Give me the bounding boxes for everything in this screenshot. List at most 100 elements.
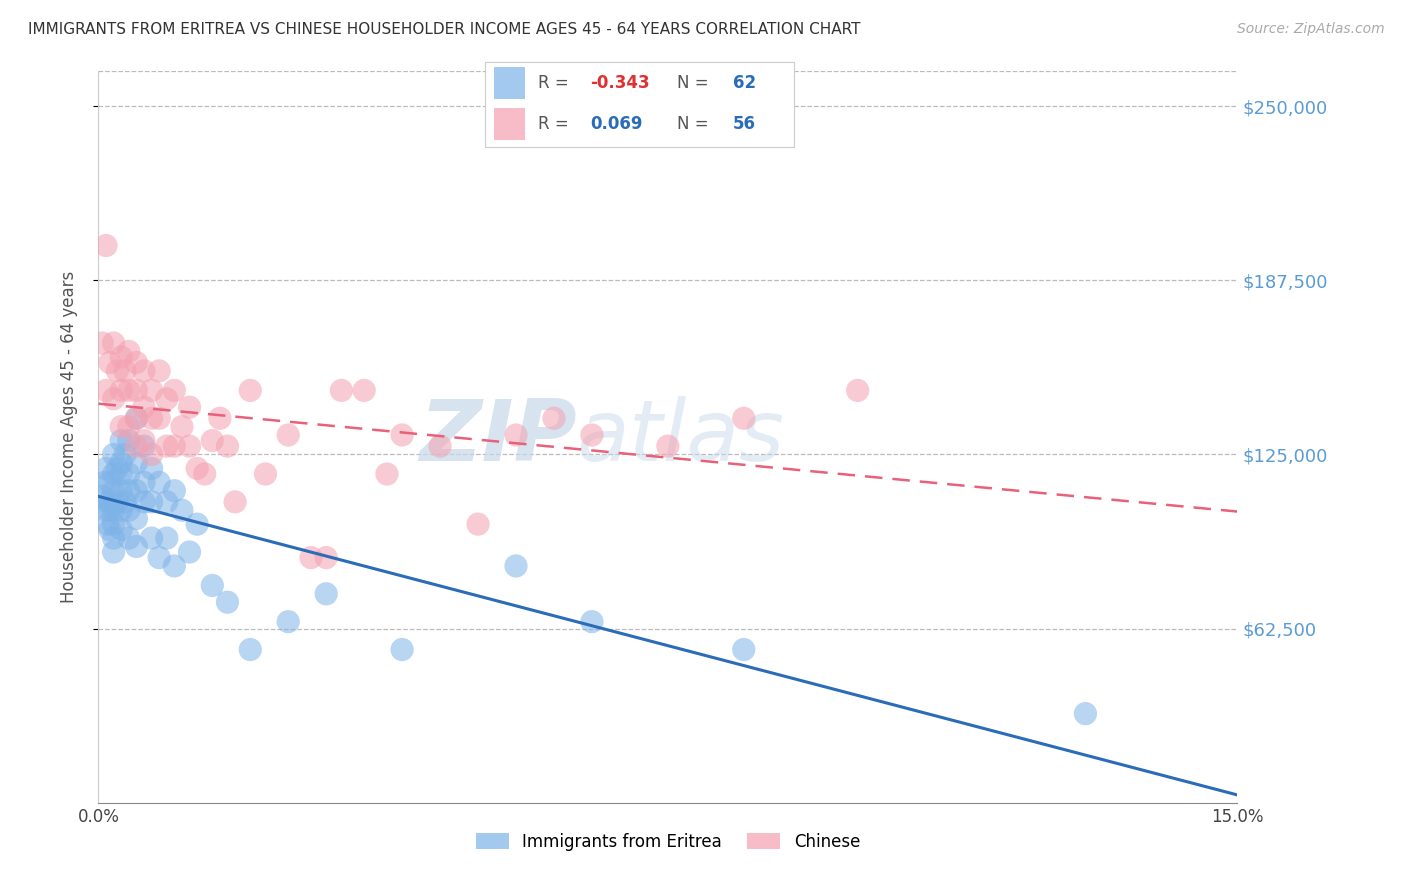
Point	[125, 411, 148, 425]
Point	[103, 467, 125, 481]
Point	[657, 439, 679, 453]
Point	[114, 364, 136, 378]
Text: R =: R =	[537, 115, 574, 133]
Point	[132, 439, 155, 453]
Point	[186, 461, 208, 475]
Point	[141, 495, 163, 509]
Text: 62: 62	[733, 74, 755, 92]
Point	[201, 434, 224, 448]
Point	[125, 439, 148, 453]
Point	[156, 495, 179, 509]
Point	[125, 540, 148, 554]
Point	[217, 595, 239, 609]
Point	[118, 344, 141, 359]
Point	[141, 531, 163, 545]
Point	[330, 384, 353, 398]
Point	[96, 495, 118, 509]
Point	[179, 400, 201, 414]
Point	[239, 642, 262, 657]
Point	[125, 384, 148, 398]
Point	[132, 495, 155, 509]
Point	[353, 384, 375, 398]
Point	[98, 495, 121, 509]
FancyBboxPatch shape	[495, 108, 526, 140]
Point	[505, 558, 527, 573]
Point	[118, 483, 141, 498]
Point	[114, 495, 136, 509]
Point	[132, 364, 155, 378]
Point	[96, 517, 118, 532]
Point	[163, 439, 186, 453]
Point	[733, 642, 755, 657]
Point	[156, 439, 179, 453]
Point	[170, 503, 193, 517]
Point	[118, 434, 141, 448]
Point	[132, 400, 155, 414]
Point	[141, 461, 163, 475]
Point	[110, 503, 132, 517]
Point	[194, 467, 217, 481]
Point	[93, 475, 115, 490]
Point	[163, 384, 186, 398]
Point	[125, 483, 148, 498]
Point	[118, 419, 141, 434]
Point	[107, 364, 129, 378]
Point	[148, 550, 170, 565]
Point	[277, 428, 299, 442]
Point	[110, 419, 132, 434]
Point	[110, 350, 132, 364]
Point	[179, 439, 201, 453]
Y-axis label: Householder Income Ages 45 - 64 years: Householder Income Ages 45 - 64 years	[59, 271, 77, 603]
Point	[110, 483, 132, 498]
Point	[103, 545, 125, 559]
Point	[125, 511, 148, 525]
Point	[141, 384, 163, 398]
Text: N =: N =	[676, 74, 714, 92]
Point	[110, 384, 132, 398]
Point	[98, 523, 121, 537]
Point	[429, 439, 451, 453]
Point	[179, 545, 201, 559]
Text: atlas: atlas	[576, 395, 785, 479]
Point	[94, 503, 117, 517]
Point	[299, 550, 322, 565]
Point	[114, 448, 136, 462]
Point	[103, 336, 125, 351]
Point	[156, 392, 179, 406]
Point	[277, 615, 299, 629]
Point	[103, 448, 125, 462]
Point	[315, 587, 337, 601]
Point	[107, 461, 129, 475]
Point	[125, 411, 148, 425]
Point	[163, 558, 186, 573]
Point	[163, 483, 186, 498]
Point	[125, 456, 148, 470]
Point	[239, 384, 262, 398]
Point	[391, 428, 413, 442]
Text: Source: ZipAtlas.com: Source: ZipAtlas.com	[1237, 22, 1385, 37]
Point	[148, 411, 170, 425]
Point	[186, 517, 208, 532]
Point	[118, 467, 141, 481]
Point	[148, 364, 170, 378]
Text: ZIP: ZIP	[419, 395, 576, 479]
Point	[110, 523, 132, 537]
Point	[118, 503, 141, 517]
Point	[94, 384, 117, 398]
Point	[254, 467, 277, 481]
Legend: Immigrants from Eritrea, Chinese: Immigrants from Eritrea, Chinese	[470, 826, 866, 858]
Point	[156, 531, 179, 545]
Point	[1074, 706, 1097, 721]
Point	[91, 336, 114, 351]
Text: 56: 56	[733, 115, 755, 133]
Text: IMMIGRANTS FROM ERITREA VS CHINESE HOUSEHOLDER INCOME AGES 45 - 64 YEARS CORRELA: IMMIGRANTS FROM ERITREA VS CHINESE HOUSE…	[28, 22, 860, 37]
Point	[94, 461, 117, 475]
Point	[467, 517, 489, 532]
Point	[118, 384, 141, 398]
Point	[505, 428, 527, 442]
Point	[141, 448, 163, 462]
Point	[846, 384, 869, 398]
Point	[103, 483, 125, 498]
Point	[98, 503, 121, 517]
Point	[110, 434, 132, 448]
